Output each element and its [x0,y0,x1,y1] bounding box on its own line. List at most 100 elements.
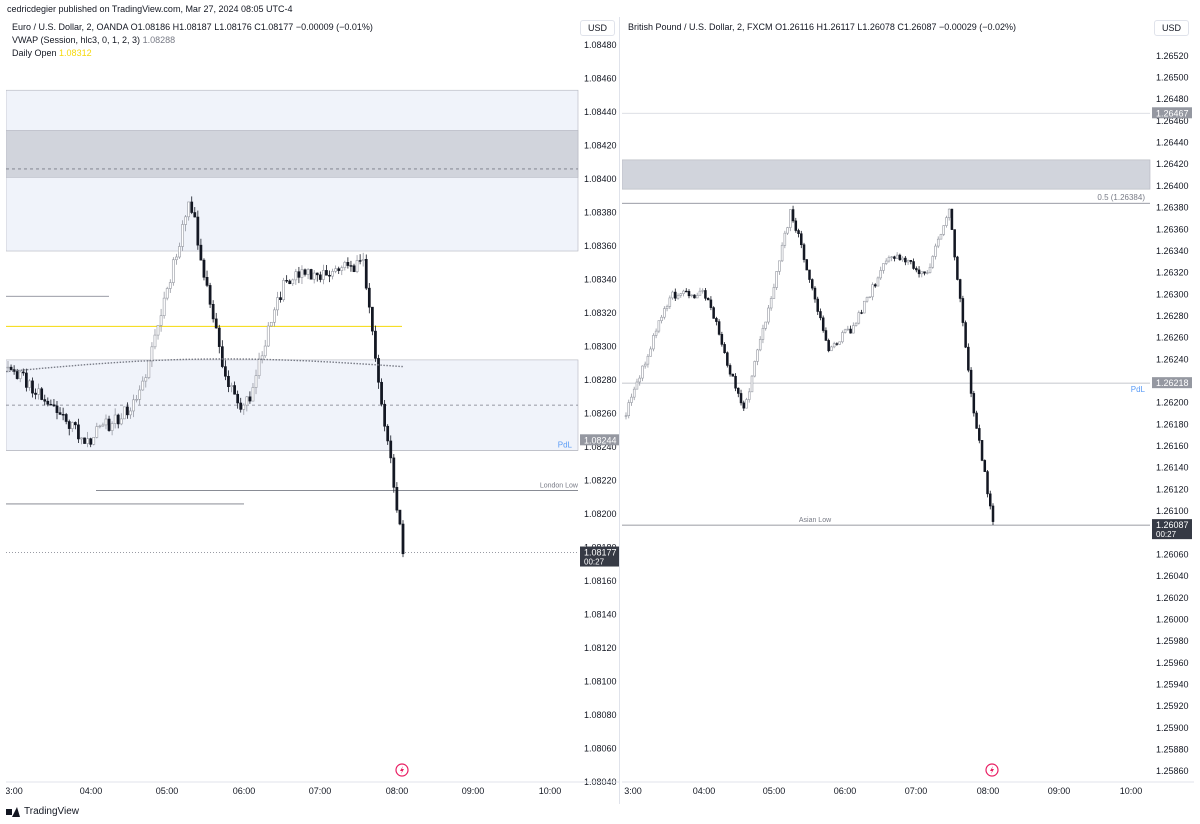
candle-body [40,388,44,400]
candle [884,258,888,266]
candle [693,294,696,299]
candle [832,341,836,349]
candle-body [712,307,715,319]
candle-body [827,340,830,352]
candle-body [808,269,811,280]
candle [126,402,129,419]
candle-body [380,381,383,405]
candle-body [726,352,729,366]
candle-body [821,317,825,331]
candle-body [898,254,902,261]
y-tick-label: 1.25900 [1156,723,1189,733]
candle [775,271,778,291]
candle [786,226,789,235]
candle [983,459,987,472]
candle [986,469,989,498]
candle-body [70,422,74,429]
eurusd-chart-canvas[interactable]: PdL London Low 1.08480 1.08460 1.08440 1.0842… [6,17,619,804]
candle [374,325,377,362]
candle-body [816,298,819,312]
candle [665,304,669,312]
lightning-bolt-glyph [400,766,404,774]
candle-body [835,343,839,345]
y-tick-label: 1.26520 [1156,51,1189,61]
candle-body [64,414,68,422]
candle-body [747,391,751,400]
candle-body [739,393,743,404]
candle-body [643,363,647,367]
eurusd-chart-pane[interactable]: Euro / U.S. Dollar, 2, OANDA O1.08186 H1… [6,17,620,804]
candle-body [942,225,945,235]
candle-body [704,290,707,299]
candle-body [717,321,721,335]
candle [248,391,252,404]
x-tick-label: 09:00 [462,786,485,796]
candle [789,209,792,232]
candle-body [196,216,200,246]
candle [849,325,852,334]
candle-body [257,358,261,376]
candle-body [122,406,126,420]
candle-body [890,256,893,258]
candle-body [860,312,863,314]
candle-body [220,346,224,367]
candle [674,288,677,302]
candle [254,369,258,395]
currency-button[interactable]: USD [1154,20,1190,36]
candle-body [780,244,784,262]
candle [871,282,874,301]
candle-body [208,285,212,305]
candle-body [153,334,157,348]
candle [764,321,767,331]
candle [791,205,795,223]
candle-body [638,377,641,383]
candle-body [352,265,356,272]
x-tick-label: 07:00 [309,786,332,796]
price-label-text: 1.26467 [1156,108,1189,118]
candle-body [912,261,915,269]
y-tick-label: 1.26340 [1156,246,1189,256]
candle [132,394,135,418]
candle-body [80,437,83,440]
y-tick-label: 1.08280 [584,375,617,385]
candle-body [260,355,264,360]
candle [657,320,661,334]
candle [98,424,102,429]
brand-name: TradingView [24,806,80,817]
x-tick-label: 06:00 [233,786,256,796]
gbpusd-chart-pane[interactable]: British Pound / U.S. Dollar, 2, FXCM O1.… [622,17,1194,804]
candle [251,382,255,402]
gbpusd-chart-canvas[interactable]: 0.5 (1.26384) PdL Asian Low 1.26520 1.26500 1… [622,17,1194,804]
candle-body [233,385,236,395]
candle-body [676,295,680,299]
y-tick-label: 1.26300 [1156,289,1189,299]
candle [969,367,973,398]
candle-body [392,457,396,488]
y-tick-label: 1.08080 [584,710,617,720]
y-tick-label: 1.25980 [1156,636,1189,646]
candle [312,270,316,284]
candle [297,266,301,284]
candle-body [156,325,160,336]
candle-body [21,371,25,374]
x-tick-label: 10:00 [539,786,562,796]
candle-body [715,318,718,322]
candle-body [660,316,663,321]
candle-body [367,287,371,308]
candle [879,266,882,280]
y-tick-label: 1.26400 [1156,181,1189,191]
candle-body [349,265,353,267]
candle-body [646,355,650,365]
candle [401,520,405,558]
candle-body [863,300,866,314]
candle [279,291,282,303]
candle-body [254,375,258,388]
currency-button[interactable]: USD [580,20,616,36]
candle [756,348,759,366]
candle-body [630,396,633,403]
candle-body [802,244,806,260]
candle [720,331,724,347]
candle-body [126,406,129,416]
candle [767,304,770,325]
candle-body [224,366,227,377]
